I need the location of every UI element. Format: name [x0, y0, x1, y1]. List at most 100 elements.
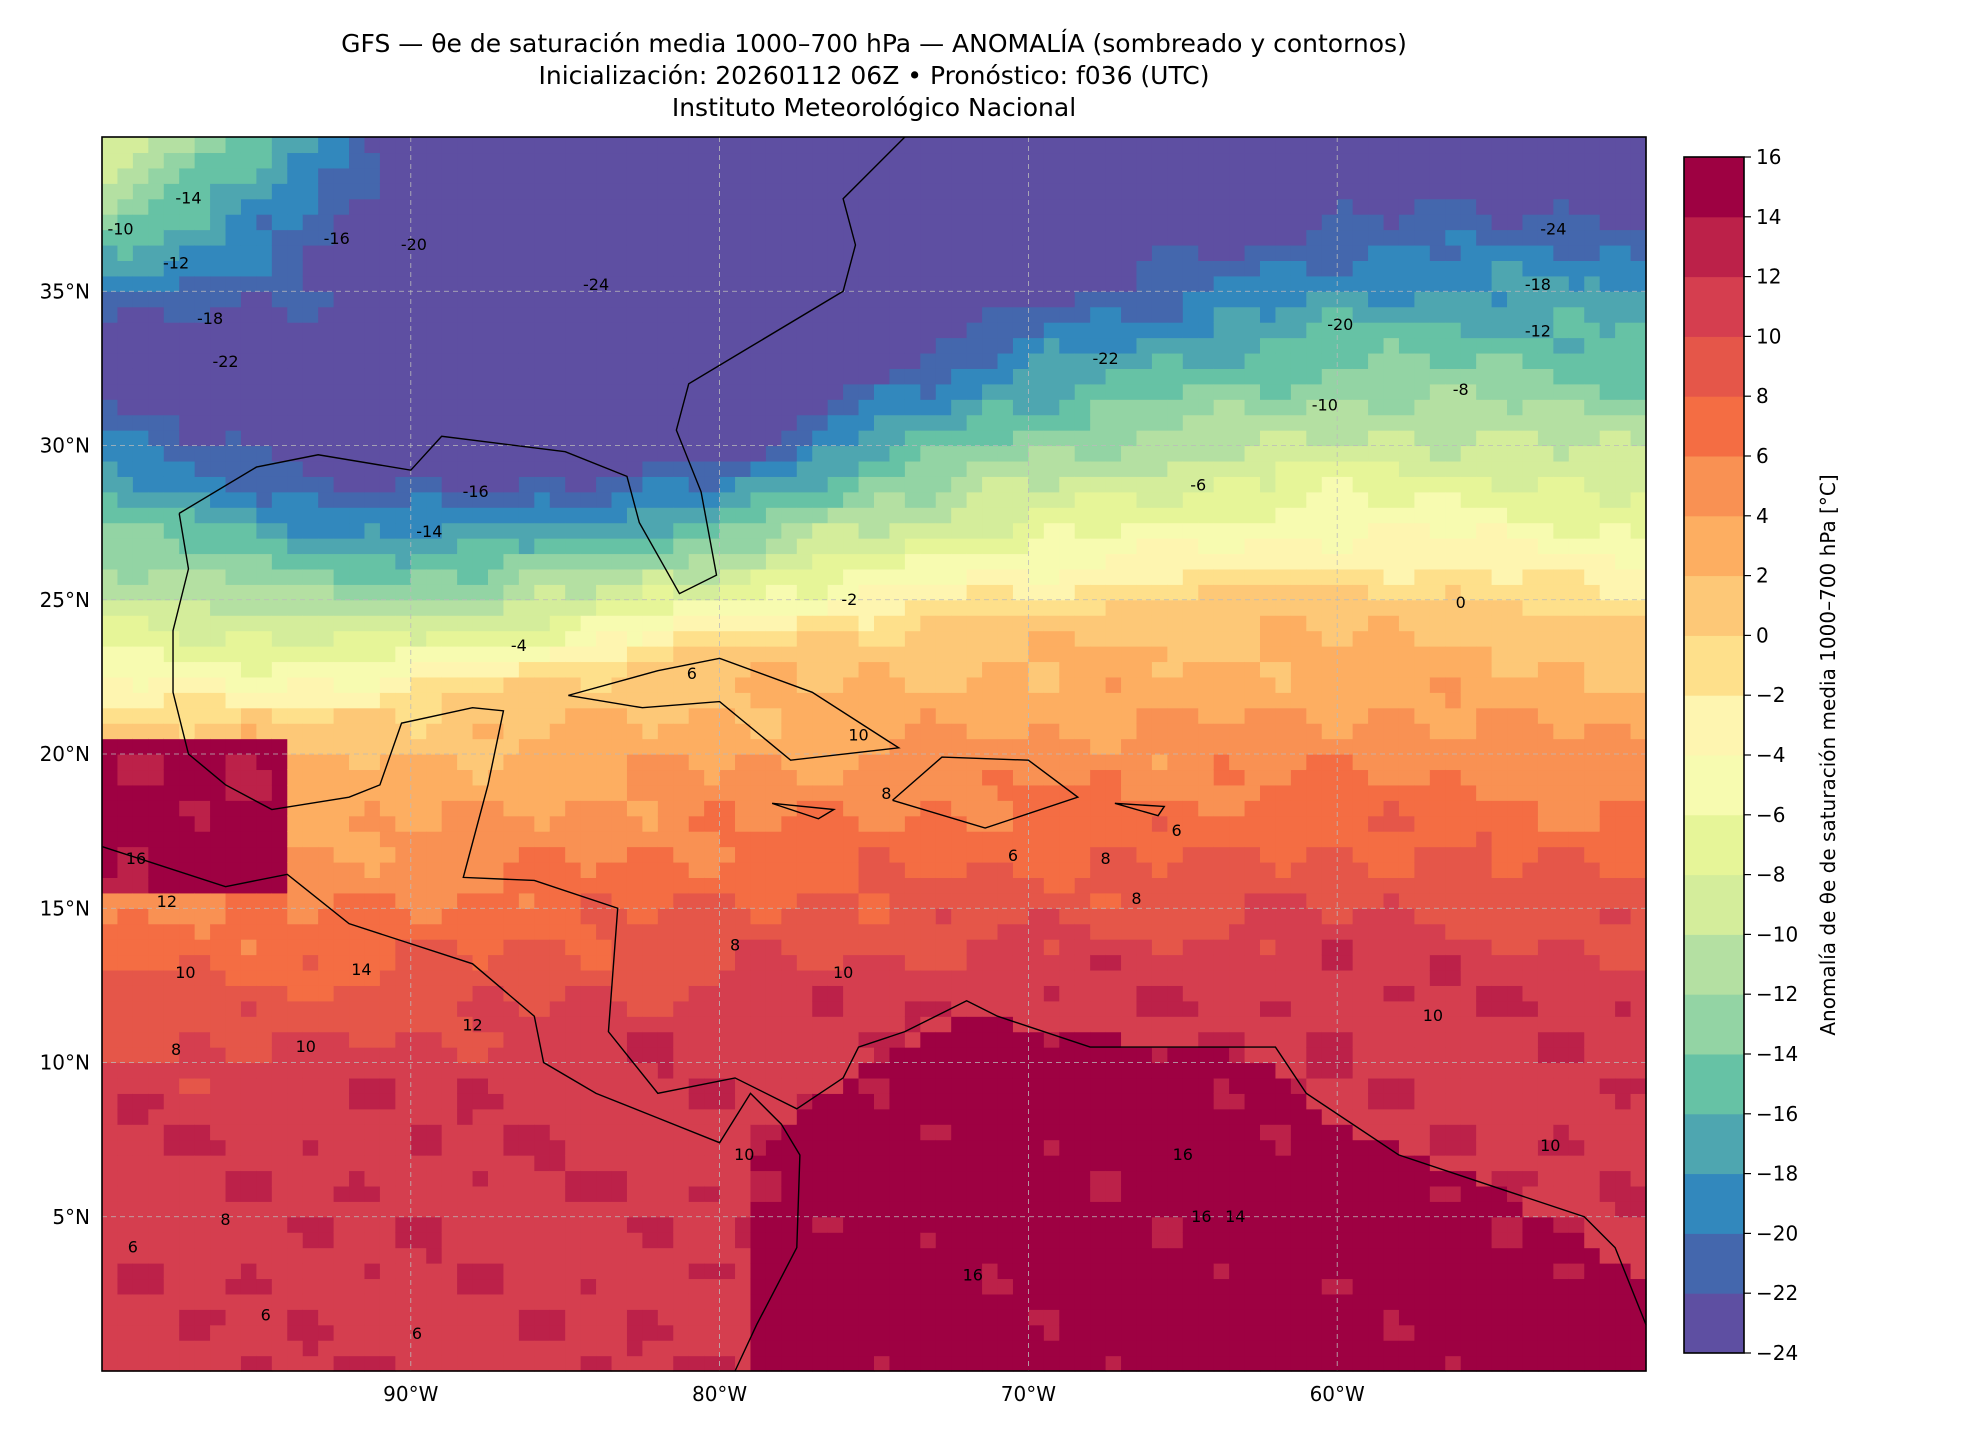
field-cell — [271, 445, 288, 462]
field-cell — [580, 692, 597, 709]
field-cell — [765, 337, 782, 354]
field-cell — [441, 1201, 458, 1218]
field-cell — [518, 260, 535, 277]
field-cell — [534, 568, 551, 585]
field-cell — [565, 352, 582, 369]
field-cell — [349, 646, 366, 663]
field-cell — [240, 337, 257, 354]
field-cell — [132, 1201, 149, 1218]
field-cell — [379, 137, 396, 154]
field-cell — [271, 769, 288, 786]
field-cell — [750, 908, 767, 925]
field-cell — [518, 383, 535, 400]
field-cell — [240, 1016, 257, 1033]
field-cell — [349, 553, 366, 570]
field-cell — [889, 229, 906, 246]
field-cell — [719, 1293, 736, 1310]
field-cell — [1043, 1124, 1060, 1141]
field-cell — [596, 522, 613, 539]
field-cell — [426, 985, 443, 1002]
field-cell — [271, 630, 288, 647]
field-cell — [240, 214, 257, 231]
field-cell — [349, 460, 366, 477]
field-cell — [673, 1031, 690, 1048]
field-cell — [117, 460, 134, 477]
field-cell — [951, 1355, 968, 1372]
field-cell — [549, 599, 566, 616]
field-cell — [132, 1170, 149, 1187]
field-cell — [148, 908, 165, 925]
field-cell — [349, 615, 366, 632]
field-cell — [117, 445, 134, 462]
field-cell — [534, 1139, 551, 1156]
field-cell — [765, 352, 782, 369]
field-cell — [889, 615, 906, 632]
field-cell — [935, 738, 952, 755]
field-cell — [457, 846, 474, 863]
field-cell — [920, 723, 937, 740]
field-cell — [457, 553, 474, 570]
field-cell — [966, 383, 983, 400]
field-cell — [302, 969, 319, 986]
field-cell — [102, 1047, 119, 1064]
field-cell — [410, 815, 427, 832]
field-cell — [132, 661, 149, 678]
field-cell — [642, 676, 659, 693]
field-cell — [534, 908, 551, 925]
field-cell — [1028, 1031, 1045, 1048]
field-cell — [148, 229, 165, 246]
field-cell — [765, 646, 782, 663]
field-cell — [457, 352, 474, 369]
field-cell — [1028, 1247, 1045, 1264]
field-cell — [426, 784, 443, 801]
field-cell — [395, 167, 412, 184]
field-cell — [395, 553, 412, 570]
field-cell — [704, 1201, 721, 1218]
field-cell — [1028, 646, 1045, 663]
field-cell — [966, 1309, 983, 1326]
field-cell — [735, 969, 752, 986]
field-cell — [750, 1232, 767, 1249]
field-cell — [1043, 430, 1060, 447]
field-cell — [796, 229, 813, 246]
field-cell — [410, 1093, 427, 1110]
field-cell — [951, 646, 968, 663]
field-cell — [210, 291, 227, 308]
field-cell — [364, 1309, 381, 1326]
field-cell — [827, 137, 844, 154]
field-cell — [688, 846, 705, 863]
field-cell — [534, 923, 551, 940]
field-cell — [626, 923, 643, 940]
field-cell — [534, 1232, 551, 1249]
field-cell — [102, 1185, 119, 1202]
field-cell — [735, 214, 752, 231]
field-cell — [904, 568, 921, 585]
field-cell — [1028, 723, 1045, 740]
field-cell — [457, 754, 474, 771]
field-cell — [889, 969, 906, 986]
field-cell — [349, 1340, 366, 1357]
field-cell — [472, 1247, 489, 1264]
field-cell — [704, 1031, 721, 1048]
field-cell — [1043, 599, 1060, 616]
field-cell — [735, 584, 752, 601]
field-cell — [750, 738, 767, 755]
field-cell — [1028, 1232, 1045, 1249]
field-cell — [225, 1309, 242, 1326]
field-cell — [827, 568, 844, 585]
field-cell — [179, 538, 196, 555]
field-cell — [596, 1031, 613, 1048]
field-cell — [997, 969, 1014, 986]
field-cell — [611, 260, 628, 277]
field-cell — [935, 692, 952, 709]
anomaly-field — [102, 137, 1647, 1372]
field-cell — [843, 1047, 860, 1064]
field-cell — [997, 368, 1014, 385]
field-cell — [735, 275, 752, 292]
field-cell — [1059, 985, 1076, 1002]
field-cell — [997, 646, 1014, 663]
field-cell — [935, 1031, 952, 1048]
field-cell — [318, 923, 335, 940]
field-cell — [117, 1201, 134, 1218]
field-cell — [565, 923, 582, 940]
